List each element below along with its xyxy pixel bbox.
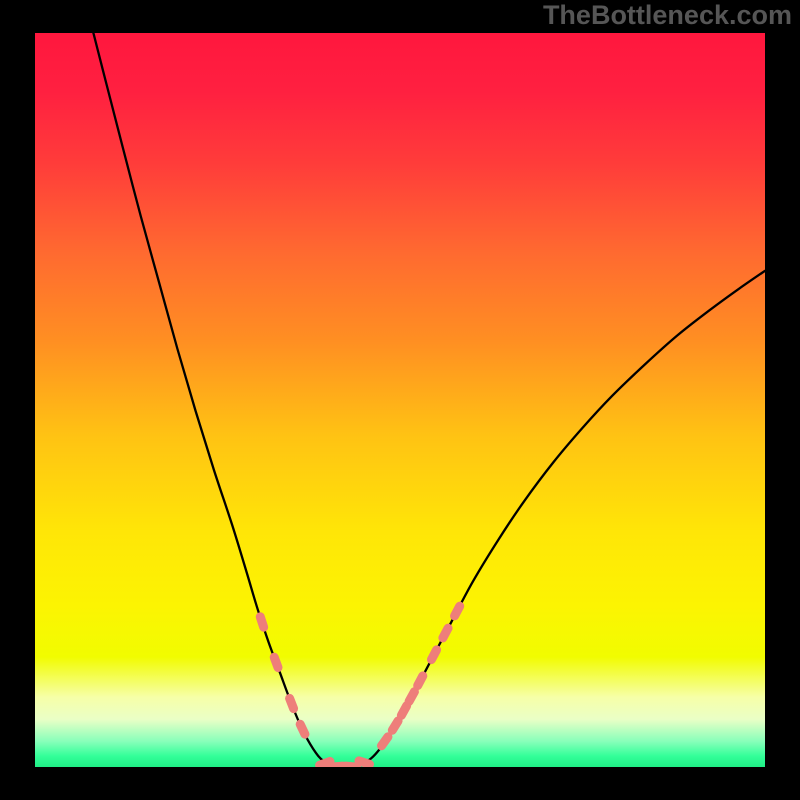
bottleneck-chart: TheBottleneck.com (0, 0, 800, 800)
watermark-text: TheBottleneck.com (543, 0, 792, 30)
chart-root: TheBottleneck.com (0, 0, 800, 800)
plot-background (35, 33, 765, 767)
